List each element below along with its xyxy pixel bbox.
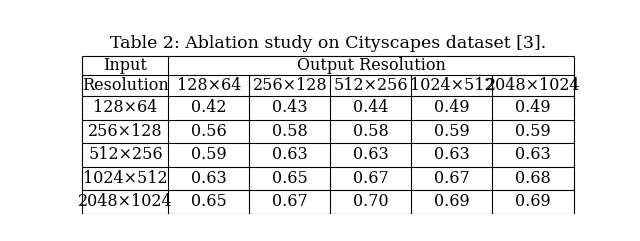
Text: 512×256: 512×256 — [88, 146, 163, 163]
Text: Input: Input — [104, 57, 147, 74]
Text: 0.70: 0.70 — [353, 193, 388, 210]
Text: 0.42: 0.42 — [191, 99, 227, 116]
Text: 512×256: 512×256 — [333, 77, 408, 94]
Text: Output Resolution: Output Resolution — [296, 57, 445, 74]
Text: 0.67: 0.67 — [434, 170, 470, 187]
Text: 0.63: 0.63 — [434, 146, 470, 163]
Text: 1024×512: 1024×512 — [410, 77, 494, 94]
Text: 0.49: 0.49 — [515, 99, 551, 116]
Text: 0.63: 0.63 — [191, 170, 227, 187]
Text: 0.49: 0.49 — [434, 99, 470, 116]
Text: 2048×1024: 2048×1024 — [486, 77, 580, 94]
Text: 0.44: 0.44 — [353, 99, 388, 116]
Text: 0.59: 0.59 — [515, 123, 551, 140]
Text: 128×64: 128×64 — [177, 77, 241, 94]
Text: 2048×1024: 2048×1024 — [78, 193, 173, 210]
Text: 128×64: 128×64 — [93, 99, 157, 116]
Text: 1024×512: 1024×512 — [83, 170, 168, 187]
Text: 0.43: 0.43 — [272, 99, 308, 116]
Text: 0.69: 0.69 — [515, 193, 551, 210]
Text: 0.59: 0.59 — [191, 146, 227, 163]
Text: 0.56: 0.56 — [191, 123, 227, 140]
Text: 256×128: 256×128 — [88, 123, 163, 140]
Text: 0.58: 0.58 — [353, 123, 389, 140]
Text: 0.67: 0.67 — [272, 193, 308, 210]
Text: 0.65: 0.65 — [272, 170, 308, 187]
Text: 0.63: 0.63 — [353, 146, 389, 163]
Text: 0.58: 0.58 — [272, 123, 308, 140]
Text: 0.69: 0.69 — [434, 193, 470, 210]
Text: 0.63: 0.63 — [515, 146, 551, 163]
Text: 256×128: 256×128 — [253, 77, 327, 94]
Text: Resolution: Resolution — [82, 77, 169, 94]
Text: 0.65: 0.65 — [191, 193, 227, 210]
Text: 0.59: 0.59 — [434, 123, 470, 140]
Text: 0.68: 0.68 — [515, 170, 551, 187]
Text: Table 2: Ablation study on Cityscapes dataset [3].: Table 2: Ablation study on Cityscapes da… — [110, 35, 546, 52]
Text: 0.67: 0.67 — [353, 170, 389, 187]
Text: 0.63: 0.63 — [272, 146, 308, 163]
